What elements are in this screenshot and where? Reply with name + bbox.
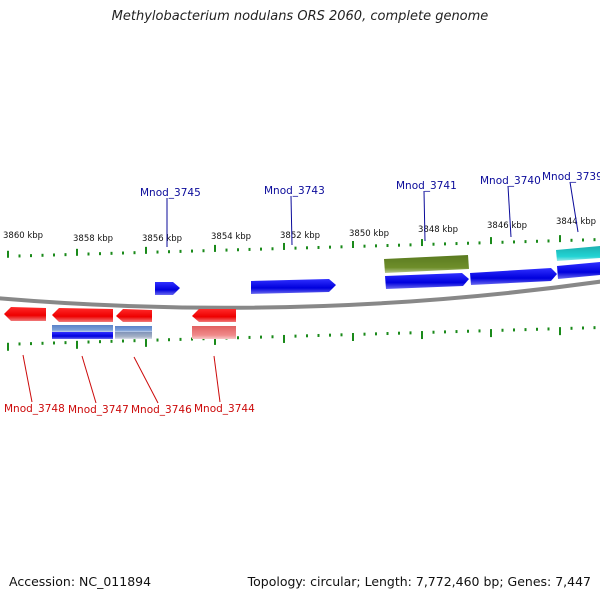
gene-mnod-3739[interactable] <box>557 262 600 279</box>
inner-tick-ring <box>7 326 596 351</box>
gene-label-mnod-3740: Mnod_3740 <box>480 175 541 187</box>
gene-grey[interactable] <box>115 326 152 332</box>
forward-labels: Mnod_3745 Mnod_3743 Mnod_3741 Mnod_3740 … <box>140 171 600 247</box>
gene-mnod-3741[interactable] <box>385 273 469 289</box>
gene-label-mnod-3748: Mnod_3748 <box>4 403 65 415</box>
gene-label-mnod-3744: Mnod_3744 <box>194 403 255 415</box>
kbp-labels: 3860 kbp 3858 kbp 3856 kbp 3854 kbp 3852… <box>3 217 596 244</box>
gene-label-mnod-3743: Mnod_3743 <box>264 185 325 197</box>
kbp-label: 3856 kbp <box>142 234 182 244</box>
genome-backbone <box>0 279 600 310</box>
forward-genes <box>155 246 600 295</box>
gene-label-mnod-3745: Mnod_3745 <box>140 187 201 199</box>
gene-mnod-3740[interactable] <box>470 268 557 285</box>
gene-label-mnod-3739: Mnod_3739 <box>542 171 600 183</box>
gene-olive[interactable] <box>384 255 469 273</box>
gene-mnod-3744[interactable] <box>192 309 236 322</box>
gene-pink[interactable] <box>192 326 236 339</box>
gene-label-mnod-3746: Mnod_3746 <box>131 404 192 416</box>
gene-mnod-3745[interactable] <box>155 282 180 295</box>
kbp-label: 3854 kbp <box>211 232 251 242</box>
reverse-labels: Mnod_3748 Mnod_3747 Mnod_3746 Mnod_3744 <box>4 354 255 416</box>
kbp-label: 3860 kbp <box>3 231 43 241</box>
kbp-label: 3858 kbp <box>73 234 113 244</box>
map-title: Methylobacterium nodulans ORS 2060, comp… <box>111 9 489 24</box>
gene-mnod-3747[interactable] <box>52 308 113 322</box>
kbp-label: 3852 kbp <box>280 231 320 241</box>
gene-steel[interactable] <box>52 325 113 332</box>
gene-mnod-3743[interactable] <box>251 279 336 294</box>
kbp-label: 3846 kbp <box>487 221 527 231</box>
kbp-label: 3848 kbp <box>418 225 458 235</box>
gene-cyan[interactable] <box>556 246 600 261</box>
gene-mnod-3748[interactable] <box>4 307 46 321</box>
outer-tick-ring <box>7 235 596 258</box>
gene-label-mnod-3747: Mnod_3747 <box>68 404 129 416</box>
kbp-label: 3850 kbp <box>349 229 389 239</box>
gene-label-mnod-3741: Mnod_3741 <box>396 180 457 192</box>
gene-grey-2[interactable] <box>115 332 152 339</box>
gene-blue-small[interactable] <box>52 332 113 339</box>
reverse-genes <box>4 307 236 339</box>
accession-label: Accession: NC_011894 <box>9 574 152 589</box>
gene-mnod-3746[interactable] <box>116 309 152 322</box>
genome-summary: Topology: circular; Length: 7,772,460 bp… <box>247 574 591 589</box>
